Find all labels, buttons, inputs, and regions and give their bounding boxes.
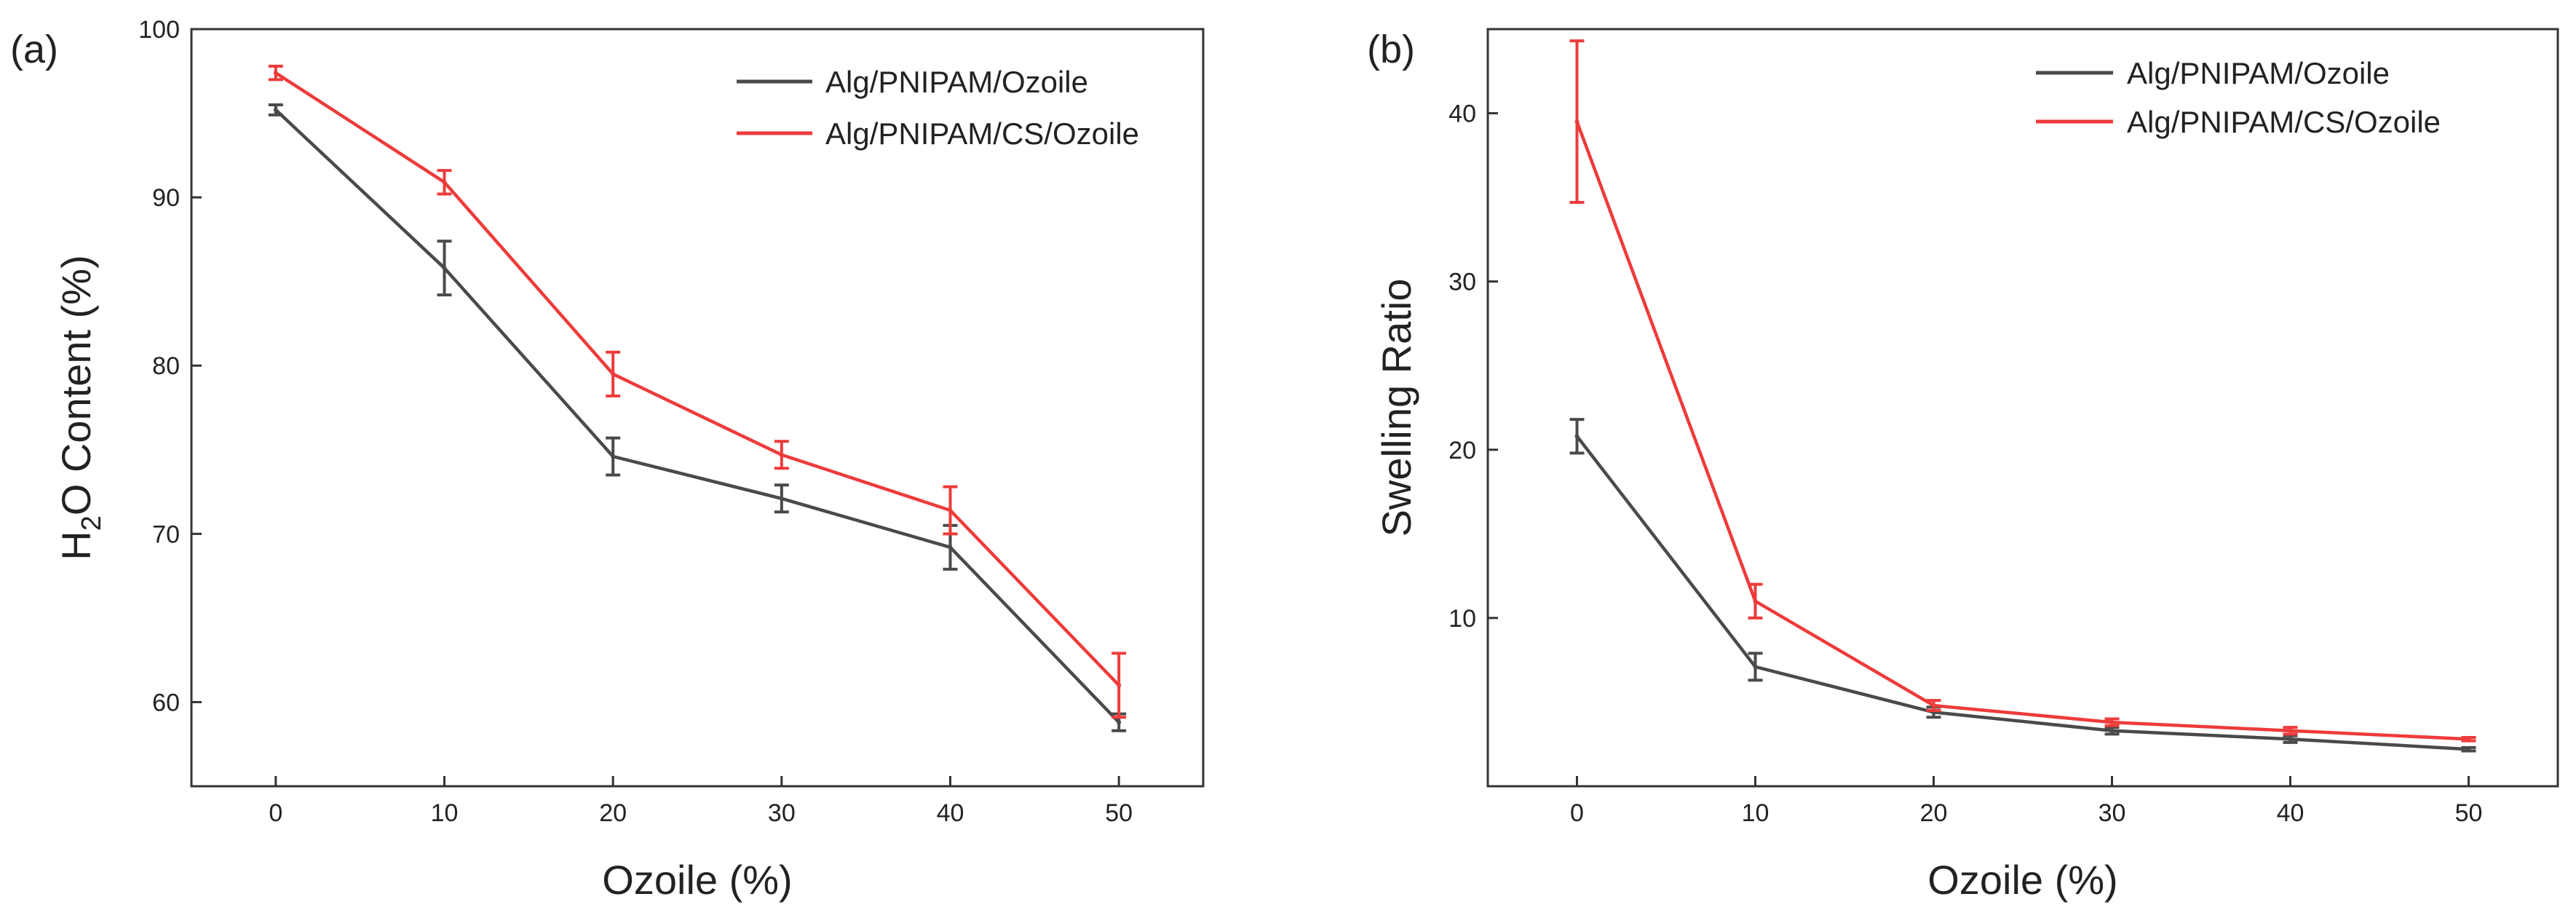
x-tick-label: 30 — [2099, 799, 2126, 827]
panel-a-series — [268, 64, 1127, 732]
data-point-alg-pnipam-ozoile — [948, 545, 953, 550]
data-point-alg-pnipam-cs-ozoile — [779, 452, 784, 457]
y-tick-label: 60 — [152, 689, 180, 716]
y-tick-label: 80 — [152, 352, 180, 380]
x-tick-label: 10 — [431, 799, 459, 827]
y-tick-label: 70 — [152, 521, 180, 548]
x-tick-label: 50 — [2455, 799, 2483, 827]
legend-label-alg-pnipam-ozoile: Alg/PNIPAM/Ozoile — [825, 65, 1088, 99]
data-point-alg-pnipam-ozoile — [611, 454, 616, 459]
panel-a-x-ticks: 0 10 20 30 40 50 — [269, 776, 1133, 827]
series-line-alg-pnipam-cs-ozoile — [1575, 121, 2469, 741]
chart-panel-a: (a) 0 10 20 30 40 50 60 70 80 90 100 Ozoile (%) H… — [10, 16, 1205, 903]
series-line-alg-pnipam-ozoile — [274, 108, 1120, 724]
data-point-alg-pnipam-cs-ozoile — [2109, 720, 2115, 725]
series-line-alg-pnipam-cs-ozoile — [274, 71, 1120, 686]
y-tick-label: 100 — [138, 16, 180, 44]
data-point-alg-pnipam-cs-ozoile — [2466, 737, 2471, 742]
y-title-subscript: 2 — [76, 515, 107, 531]
panel-a-plot-frame — [190, 28, 1205, 788]
series-line-alg-pnipam-ozoile — [1575, 435, 2469, 751]
data-point-alg-pnipam-ozoile — [1117, 720, 1122, 725]
x-tick-label: 20 — [1920, 799, 1948, 827]
panel-a-legend: Alg/PNIPAM/Ozoile Alg/PNIPAM/CS/Ozoile — [737, 65, 1139, 151]
data-point-alg-pnipam-cs-ozoile — [2288, 728, 2293, 733]
panel-a-y-ticks: 60 70 80 90 100 — [138, 16, 202, 716]
data-point-alg-pnipam-cs-ozoile — [442, 180, 447, 185]
data-point-alg-pnipam-cs-ozoile — [611, 371, 616, 376]
x-tick-label: 40 — [2277, 799, 2304, 827]
data-point-alg-pnipam-ozoile — [779, 496, 784, 501]
x-tick-label: 0 — [1570, 799, 1584, 827]
x-tick-label: 0 — [269, 799, 282, 827]
data-point-alg-pnipam-cs-ozoile — [1117, 683, 1122, 688]
legend-label-alg-pnipam-cs-ozoile: Alg/PNIPAM/CS/Ozoile — [2127, 105, 2441, 139]
data-point-alg-pnipam-ozoile — [442, 266, 447, 271]
data-point-alg-pnipam-cs-ozoile — [1574, 119, 1580, 124]
y-title-main: H — [53, 531, 99, 560]
panel-b-x-axis-title: Ozoile (%) — [1927, 857, 2117, 903]
panel-a-label: (a) — [10, 28, 58, 71]
data-point-alg-pnipam-cs-ozoile — [273, 71, 278, 76]
panel-b-label: (b) — [1367, 28, 1415, 71]
data-point-alg-pnipam-cs-ozoile — [948, 507, 953, 513]
x-tick-label: 20 — [599, 799, 627, 827]
data-point-alg-pnipam-cs-ozoile — [1931, 703, 1936, 708]
panel-a-y-axis-title: H2O Content (%) — [53, 255, 107, 561]
panel-b-y-ticks: 10 20 30 40 — [1448, 100, 1498, 633]
y-tick-label: 90 — [152, 184, 180, 212]
y-title-rest: O Content (%) — [53, 255, 99, 515]
x-tick-label: 40 — [937, 799, 964, 827]
panel-b-plot-frame — [1486, 28, 2559, 788]
legend-label-alg-pnipam-cs-ozoile: Alg/PNIPAM/CS/Ozoile — [825, 116, 1139, 151]
y-tick-label: 10 — [1448, 605, 1476, 633]
chart-panel-b: (b) 0 10 20 30 40 50 10 20 30 40 Ozoile (%) Swel… — [1367, 28, 2559, 903]
x-tick-label: 50 — [1105, 799, 1133, 827]
x-tick-label: 30 — [768, 799, 796, 827]
panel-b-y-axis-title: Swelling Ratio — [1374, 279, 1419, 537]
panel-b-series — [1569, 39, 2476, 753]
data-point-alg-pnipam-ozoile — [2109, 728, 2115, 733]
data-point-alg-pnipam-ozoile — [2466, 747, 2471, 752]
y-tick-label: 40 — [1448, 100, 1476, 128]
x-tick-label: 10 — [1742, 799, 1769, 827]
y-tick-label: 20 — [1448, 437, 1476, 464]
data-point-alg-pnipam-ozoile — [1574, 434, 1580, 439]
panel-b-legend: Alg/PNIPAM/Ozoile Alg/PNIPAM/CS/Ozoile — [2036, 56, 2441, 139]
legend-label-alg-pnipam-ozoile: Alg/PNIPAM/Ozoile — [2127, 56, 2390, 90]
data-point-alg-pnipam-ozoile — [1753, 664, 1758, 669]
data-point-alg-pnipam-ozoile — [273, 107, 278, 112]
data-point-alg-pnipam-cs-ozoile — [1753, 598, 1758, 604]
data-point-alg-pnipam-ozoile — [2288, 737, 2293, 742]
y-tick-label: 30 — [1448, 269, 1476, 296]
panel-a-x-axis-title: Ozoile (%) — [602, 857, 792, 903]
panel-b-x-ticks: 0 10 20 30 40 50 — [1570, 776, 2482, 827]
